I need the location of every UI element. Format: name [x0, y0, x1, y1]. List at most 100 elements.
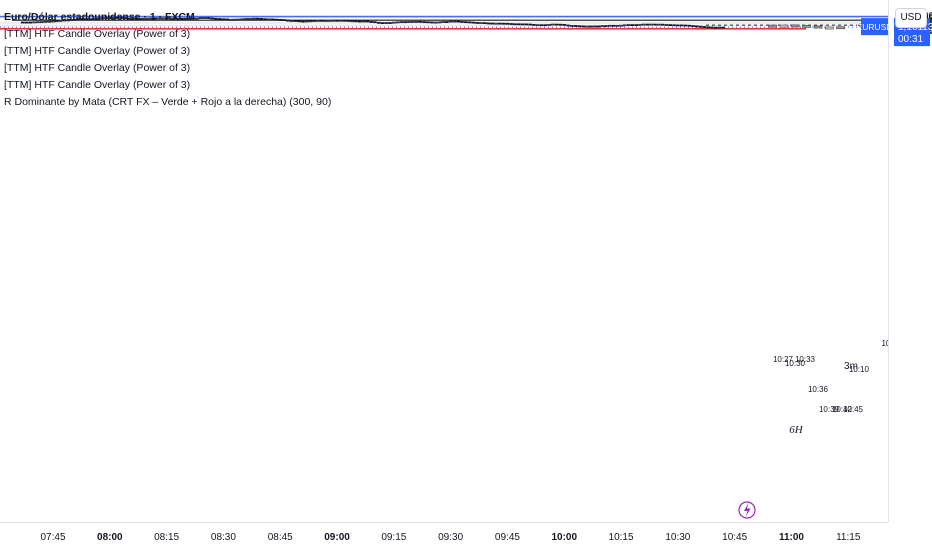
candle-body	[505, 22, 510, 25]
candle-body	[426, 21, 430, 24]
candle-body	[85, 18, 89, 21]
candle-body	[198, 17, 203, 20]
candle-body	[161, 17, 165, 20]
candle-body	[524, 23, 529, 26]
candle-body	[520, 23, 525, 26]
indicator-htf-overlay-1[interactable]: [TTM] HTF Candle Overlay (Power of 3)	[4, 28, 191, 40]
candle-body	[619, 24, 623, 27]
candle-body	[115, 16, 120, 19]
candle-body	[463, 21, 468, 24]
candle-body	[365, 20, 370, 23]
candle-body	[384, 22, 389, 24]
candle-body	[604, 25, 608, 28]
candle-body	[130, 17, 135, 20]
candle-body	[588, 25, 593, 28]
symbol-title[interactable]: Euro/Dólar estadounidense · 1 · FXCM	[4, 11, 195, 23]
candle-body	[626, 24, 631, 27]
indicator-htf-overlay-3[interactable]: [TTM] HTF Candle Overlay (Power of 3)	[4, 62, 191, 74]
candle-body	[433, 21, 438, 24]
candle-body	[441, 21, 445, 23]
candle-body	[558, 23, 563, 26]
candle-body	[691, 25, 695, 27]
time-tick-label: 10:15	[609, 532, 634, 543]
price-axis-panel	[888, 0, 932, 550]
candle-body	[721, 26, 726, 29]
htf-candle-body	[790, 24, 800, 28]
candle-body	[373, 21, 377, 24]
candle-body	[388, 22, 392, 24]
candle-body	[51, 20, 55, 23]
candle-body	[418, 20, 423, 23]
candle-body	[649, 23, 654, 26]
candle-body	[58, 19, 63, 22]
candle-body	[660, 23, 665, 26]
candle-body	[20, 21, 25, 24]
candle-body	[683, 24, 688, 27]
candle-body	[308, 20, 313, 23]
candle-body	[350, 20, 354, 23]
chart-legend: Euro/Dólar estadounidense · 1 · FXCM [TT…	[4, 9, 331, 111]
candle-body	[467, 21, 472, 24]
candle-body	[403, 21, 407, 24]
candle-body	[244, 18, 248, 20]
candle-body	[479, 22, 483, 25]
time-tick-label: 09:15	[381, 532, 406, 543]
candle-body	[172, 17, 176, 20]
candle-body	[676, 24, 680, 27]
htf-time-label: 10:30	[785, 359, 806, 368]
indicator-r-dominante[interactable]: R Dominante by Mata (CRT FX – Verde + Ro…	[4, 96, 332, 108]
candle-body	[164, 17, 169, 20]
candle-body	[316, 19, 320, 22]
candle-body	[285, 19, 290, 22]
candle-body	[615, 24, 620, 27]
candle-body	[679, 24, 684, 27]
htf-candle-body	[836, 26, 846, 30]
indicator-htf-overlay-2[interactable]: [TTM] HTF Candle Overlay (Power of 3)	[4, 45, 191, 57]
candle-body	[108, 17, 112, 19]
time-tick-label: 11:00	[779, 532, 804, 543]
symbol-tag-label: EURUSD	[857, 22, 893, 32]
candle-body	[395, 21, 400, 24]
candle-body	[717, 26, 722, 29]
indicator-htf-overlay-4[interactable]: [TTM] HTF Candle Overlay (Power of 3)	[4, 79, 191, 91]
candle-body	[501, 22, 506, 25]
candle-body	[357, 20, 362, 23]
htf-candle-body	[813, 25, 823, 29]
candle-body	[702, 26, 707, 28]
time-tick-label: 09:45	[495, 532, 520, 543]
candle-body	[36, 21, 40, 24]
candle-body	[126, 17, 131, 20]
candle-body	[551, 23, 555, 26]
candle-body	[312, 20, 317, 22]
htf-timeframe-3m: 3m	[844, 361, 858, 372]
currency-button[interactable]: USD	[895, 8, 927, 28]
candle-body	[570, 25, 574, 27]
candle-body	[354, 20, 358, 23]
candle-body	[153, 17, 158, 20]
candle-body	[176, 17, 180, 20]
candle-body	[267, 18, 271, 21]
htf-time-label: 10:39	[819, 405, 840, 414]
candle-body	[664, 24, 669, 27]
candle-body	[301, 20, 305, 23]
candle-body	[202, 17, 207, 19]
candle-body	[225, 18, 230, 21]
candle-body	[634, 24, 638, 27]
candle-body	[490, 22, 495, 25]
candle-body	[687, 24, 692, 27]
candle-body	[392, 21, 396, 24]
candle-body	[698, 25, 703, 28]
countdown-label: 00:31	[898, 34, 923, 45]
time-axis-panel	[0, 522, 888, 550]
htf-time-label: 10:10	[849, 365, 870, 374]
chart-marks	[738, 501, 756, 519]
candle-body	[585, 25, 589, 28]
candle-body	[92, 18, 97, 20]
candle-body	[592, 25, 597, 28]
candle-body	[327, 19, 332, 22]
candle-body	[73, 18, 78, 21]
candle-body	[448, 20, 453, 23]
candle-body	[195, 17, 199, 20]
